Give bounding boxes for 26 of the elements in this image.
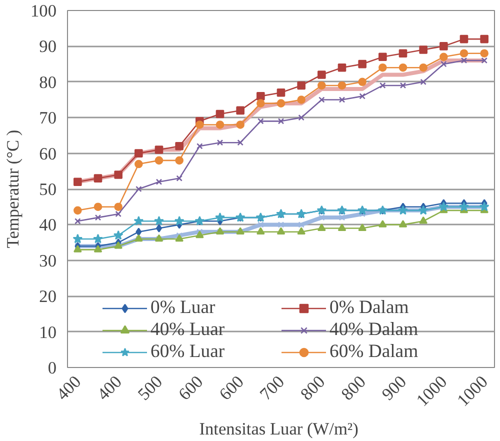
legend-label: 40% Luar — [150, 319, 226, 341]
y-tick-label: 10 — [39, 322, 56, 342]
legend-label: 60% Dalam — [330, 341, 420, 363]
legend-label: 40% Dalam — [330, 319, 420, 341]
y-tick-label: 100 — [30, 2, 57, 20]
x-tick-label: 800 — [338, 372, 370, 404]
legend-label: 0% Luar — [150, 297, 216, 319]
legend-label: 0% Dalam — [330, 297, 410, 319]
x-axis-title: Intensitas Luar (W/m²) — [199, 419, 359, 438]
y-tick-label: 70 — [39, 108, 56, 128]
x-tick-label: 600 — [216, 372, 248, 404]
legend-label: 60% Luar — [150, 341, 226, 363]
y-tick-label: 60 — [39, 144, 56, 164]
y-tick-label: 40 — [39, 216, 56, 235]
x-tick-label: 400 — [94, 372, 126, 404]
y-tick-label: 50 — [39, 180, 56, 199]
y-axis-title: Temperatur (°C ) — [4, 130, 23, 248]
y-tick-label: 20 — [39, 287, 56, 306]
y-tick-label: 80 — [39, 72, 56, 92]
y-tick-label: 30 — [39, 251, 56, 270]
x-tick-label: 800 — [296, 372, 329, 404]
x-tick-label: 500 — [134, 372, 166, 404]
y-tick-label: 90 — [39, 37, 56, 56]
x-tick-label: 900 — [378, 372, 410, 404]
x-tick-label: 700 — [256, 372, 288, 404]
x-tick-label: 600 — [174, 372, 207, 404]
